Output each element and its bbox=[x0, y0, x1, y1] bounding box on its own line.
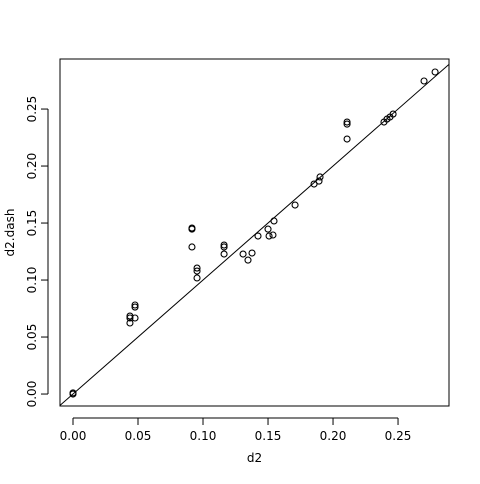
point bbox=[254, 232, 262, 240]
point bbox=[248, 249, 256, 257]
x-tick-label: 0.15 bbox=[255, 429, 282, 443]
x-tick-label: 0.25 bbox=[385, 429, 412, 443]
point bbox=[389, 110, 397, 118]
point bbox=[220, 243, 228, 251]
point bbox=[193, 264, 201, 272]
point bbox=[316, 173, 324, 181]
point bbox=[188, 243, 196, 251]
plot-box bbox=[59, 58, 450, 407]
point bbox=[270, 217, 278, 225]
x-tick-label: 0.05 bbox=[125, 429, 152, 443]
point bbox=[315, 177, 323, 185]
y-tick-label: 0.20 bbox=[25, 153, 39, 180]
point bbox=[269, 231, 277, 239]
point bbox=[291, 201, 299, 209]
y-tick-label: 0.00 bbox=[25, 381, 39, 408]
x-tick-label: 0.10 bbox=[190, 429, 217, 443]
point bbox=[131, 301, 139, 309]
point bbox=[343, 120, 351, 128]
point bbox=[220, 250, 228, 258]
point bbox=[264, 225, 272, 233]
point bbox=[265, 232, 273, 240]
point bbox=[193, 274, 201, 282]
point bbox=[343, 118, 351, 126]
point bbox=[131, 303, 139, 311]
x-tick-label: 0.20 bbox=[320, 429, 347, 443]
point bbox=[188, 225, 196, 233]
y-tick-label: 0.05 bbox=[25, 324, 39, 351]
point bbox=[420, 77, 428, 85]
point bbox=[220, 241, 228, 249]
point bbox=[343, 135, 351, 143]
y-tick-label: 0.25 bbox=[25, 96, 39, 123]
point bbox=[244, 256, 252, 264]
y-axis-label: d2.dash bbox=[3, 209, 17, 257]
x-axis-label: d2 bbox=[247, 451, 262, 465]
point bbox=[193, 267, 201, 275]
point bbox=[69, 389, 77, 397]
point bbox=[239, 250, 247, 258]
y-tick-label: 0.15 bbox=[25, 210, 39, 237]
x-tick-label: 0.00 bbox=[60, 429, 87, 443]
point bbox=[431, 68, 439, 76]
point bbox=[126, 319, 134, 327]
point bbox=[126, 314, 134, 322]
y-tick-label: 0.10 bbox=[25, 267, 39, 294]
point bbox=[131, 314, 139, 322]
